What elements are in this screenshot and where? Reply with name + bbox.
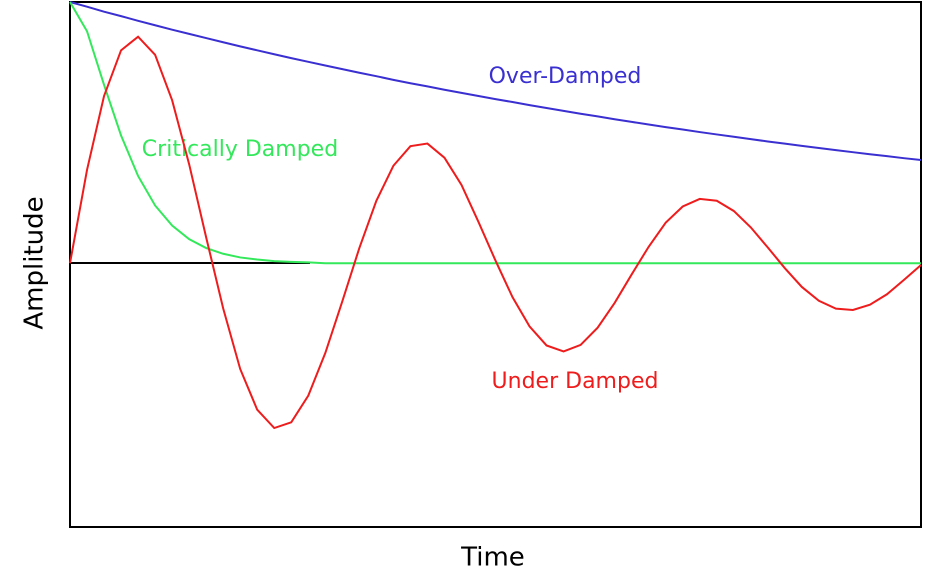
x-axis-label: Time [460,543,525,573]
series-label: Over-Damped [489,64,642,89]
series-line [69,35,922,430]
y-axis-label: Amplitude [20,196,50,329]
plot-frame [69,1,922,528]
series-label: Critically Damped [142,137,338,162]
series-line [69,1,921,265]
series-line [69,1,922,162]
series-label: Under Damped [492,369,659,394]
